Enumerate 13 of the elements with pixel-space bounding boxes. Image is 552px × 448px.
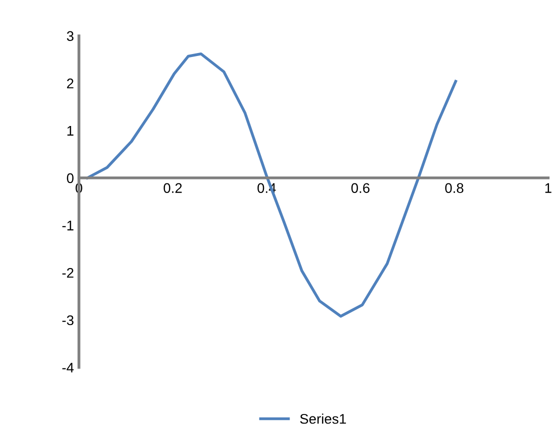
x-tick-label: 1 [545, 183, 552, 193]
y-tick-label: 3 [66, 31, 74, 42]
y-tick-label: -2 [62, 268, 74, 278]
x-tick-label: 0.8 [445, 183, 464, 193]
x-tick-label: 0.2 [164, 183, 182, 193]
y-tick-label: -4 [62, 362, 74, 372]
y-tick-label: 2 [67, 78, 74, 88]
x-tick-label: 0.6 [351, 183, 370, 193]
legend-label: Series1 [300, 414, 346, 424]
y-tick-label: -3 [62, 315, 74, 326]
y-tick-label: 0 [66, 173, 74, 184]
y-tick-label: -1 [62, 220, 74, 230]
y-tick-label: 1 [67, 126, 74, 136]
